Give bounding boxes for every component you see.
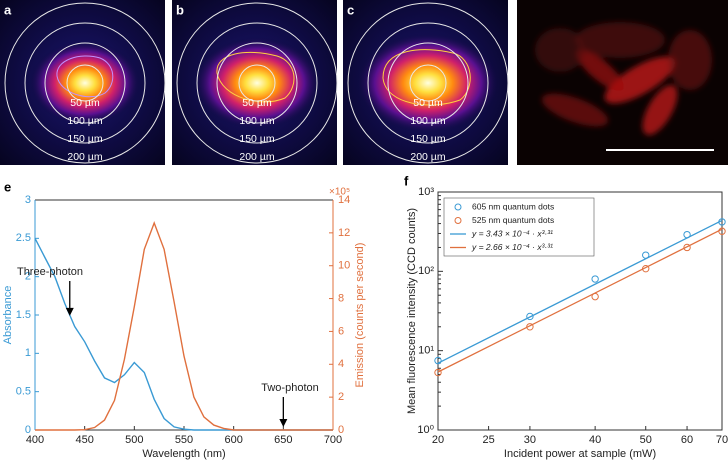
- intensity-map: [30, 41, 140, 125]
- panel-label: f: [404, 173, 409, 188]
- fit-line: [437, 219, 723, 364]
- annotation: Two-photon: [261, 382, 318, 394]
- ring: [216, 42, 298, 124]
- contour: [56, 55, 114, 98]
- data-point: [591, 275, 599, 283]
- y2-tick-label: 2: [338, 391, 344, 403]
- x-tick-label: 40: [589, 434, 601, 446]
- x-tick-label: 500: [125, 434, 143, 446]
- annotation: Three-photon: [17, 266, 83, 278]
- y-axis-label: Mean fluorescence intensity (CCD counts): [406, 208, 418, 414]
- y-tick-label: 10³: [418, 186, 434, 198]
- y2-tick-label: 8: [338, 292, 344, 304]
- y-tick-label: 1.5: [16, 309, 31, 321]
- ring-label: 100 µm: [239, 115, 274, 127]
- y2-tick-label: 4: [338, 358, 344, 370]
- ring: [24, 22, 146, 144]
- legend-swatch: [454, 203, 462, 211]
- x-axis-label: Wavelength (nm): [142, 448, 225, 460]
- panel-label: c: [347, 2, 354, 17]
- ring: [196, 22, 318, 144]
- x-tick-label: 450: [75, 434, 93, 446]
- panel-label: a: [4, 2, 12, 17]
- contour: [382, 49, 471, 106]
- x-tick-label: 700: [324, 434, 342, 446]
- x-tick-label: 400: [26, 434, 44, 446]
- ring-label: 100 µm: [67, 115, 102, 127]
- x-tick-label: 50: [640, 434, 652, 446]
- y-tick-label: 3: [25, 194, 31, 206]
- ring: [387, 42, 469, 124]
- y-tick-label: 10²: [418, 265, 434, 277]
- y2-tick-label: 6: [338, 325, 344, 337]
- x-tick-label: 550: [175, 434, 193, 446]
- ring-label: 200 µm: [67, 151, 102, 163]
- ring: [347, 2, 509, 164]
- image-panels: 50 µm 100 µm 150 µm 200 µm a 50 µm 100 µm 150 µ…: [0, 0, 529, 165]
- panel-d: [517, 0, 728, 165]
- ring-label: 50 µm: [70, 97, 100, 109]
- x-tick-label: 70: [716, 434, 728, 446]
- fit-line: [437, 228, 723, 373]
- data-point: [434, 368, 442, 377]
- ring-label: 150 µm: [410, 133, 445, 145]
- ring-label: 50 µm: [242, 97, 272, 109]
- legend-label: 525 nm quantum dots: [472, 215, 554, 225]
- plot-frame: [437, 191, 723, 431]
- ring-label: 150 µm: [67, 133, 102, 145]
- data-point: [683, 243, 691, 252]
- ring-label: 200 µm: [410, 151, 445, 163]
- legend-swatch: [454, 217, 462, 224]
- ring: [409, 64, 447, 102]
- y2-axis-label: Emission (counts per second): [354, 243, 366, 388]
- ring: [367, 22, 489, 144]
- y-axis-label: Absorbance: [2, 286, 14, 345]
- series-line: [35, 221, 333, 431]
- x-tick-label: 25: [482, 434, 494, 446]
- legend-label: y = 2.66 × 10⁻⁴ · x³·³¹: [471, 242, 553, 252]
- y-tick-label: 0.5: [16, 386, 31, 398]
- x-tick-label: 20: [432, 434, 444, 446]
- legend-label: y = 3.43 × 10⁻⁴ · x³·³¹: [471, 228, 553, 238]
- y2-tick-label: 10: [338, 260, 350, 272]
- ring-label: 200 µm: [239, 151, 274, 163]
- y-tick-label: 2.5: [16, 232, 31, 244]
- ring-label: 100 µm: [410, 115, 445, 127]
- y-tick-label: 10⁰: [417, 424, 434, 436]
- x-axis-label: Incident power at sample (mW): [504, 448, 656, 460]
- cells: [535, 22, 712, 135]
- y-tick-label: 2: [25, 271, 31, 283]
- y-tick-label: 10¹: [418, 345, 434, 357]
- ring: [4, 2, 166, 164]
- legend-box: [443, 197, 595, 257]
- ring: [176, 2, 338, 164]
- y2-tick-label: 14: [338, 194, 350, 206]
- legend-label: 605 nm quantum dots: [472, 201, 554, 211]
- y2-multiplier: ×10⁵: [329, 187, 350, 198]
- x-tick-label: 650: [274, 434, 292, 446]
- x-tick-label: 60: [681, 434, 693, 446]
- y2-tick-label: 12: [338, 227, 350, 239]
- ring: [44, 42, 126, 124]
- ring-label: 50 µm: [413, 97, 443, 109]
- panel-label: e: [4, 179, 11, 194]
- x-tick-label: 600: [224, 434, 242, 446]
- arrow-head: [279, 419, 288, 427]
- y2-tick-label: 0: [338, 424, 344, 436]
- y-tick-label: 1: [25, 347, 31, 359]
- ring: [238, 64, 276, 102]
- intensity-map: [194, 37, 320, 129]
- panel-label: b: [176, 2, 184, 17]
- data-point: [526, 312, 534, 321]
- contour: [216, 51, 295, 103]
- ring-label: 150 µm: [239, 133, 274, 145]
- ring: [66, 64, 104, 102]
- arrow-head: [65, 307, 74, 316]
- data-point: [434, 356, 442, 365]
- y-tick-label: 0: [25, 424, 31, 436]
- x-tick-label: 30: [524, 434, 536, 446]
